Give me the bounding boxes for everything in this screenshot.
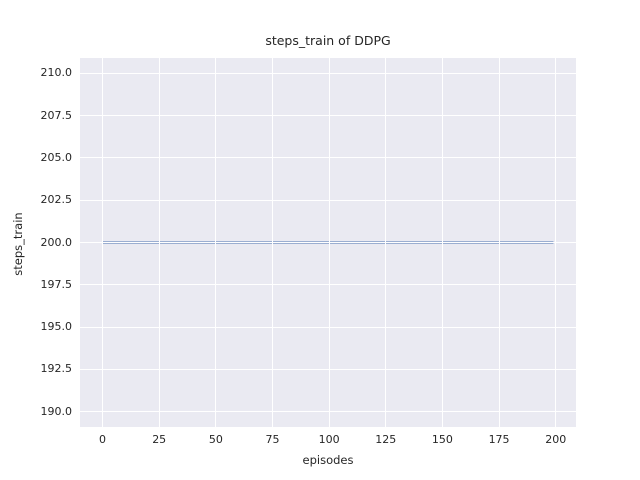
x-gridline xyxy=(385,58,387,427)
y-gridline xyxy=(80,115,576,117)
x-tick-label: 75 xyxy=(265,433,280,446)
x-gridline xyxy=(158,58,160,427)
x-tick-label: 50 xyxy=(208,433,223,446)
x-tick-label: 25 xyxy=(152,433,167,446)
x-tick-label: 0 xyxy=(99,433,107,446)
y-tick-label: 210.0 xyxy=(40,66,73,80)
y-tick-label: 202.5 xyxy=(40,193,73,207)
y-gridline xyxy=(80,326,576,328)
x-tick-label: 200 xyxy=(545,433,567,446)
x-tick-label: 100 xyxy=(318,433,340,446)
y-gridline xyxy=(80,242,576,243)
chart-title: steps_train of DDPG xyxy=(265,33,391,48)
x-gridline xyxy=(215,58,217,427)
y-gridline xyxy=(80,411,576,413)
x-axis-label: episodes xyxy=(302,453,354,467)
x-gridline xyxy=(498,58,500,427)
y-tick-label: 190.0 xyxy=(40,404,73,418)
y-tick-label: 195.0 xyxy=(40,320,73,334)
y-gridline xyxy=(80,368,576,370)
x-gridline xyxy=(271,58,273,427)
x-gridline xyxy=(441,58,443,427)
x-tick-label: 150 xyxy=(431,433,453,446)
y-gridline xyxy=(80,72,576,74)
plot-area xyxy=(80,58,576,427)
y-tick-label: 205.0 xyxy=(40,150,73,164)
x-tick-label: 125 xyxy=(375,433,397,446)
y-gridline xyxy=(80,284,576,286)
y-tick-label: 200.0 xyxy=(40,235,73,249)
x-gridline xyxy=(555,58,557,427)
y-tick-label: 197.5 xyxy=(40,277,73,291)
x-tick-label: 175 xyxy=(488,433,510,446)
y-tick-label: 207.5 xyxy=(40,108,73,122)
y-gridline xyxy=(80,199,576,201)
x-gridline xyxy=(102,58,104,427)
x-gridline xyxy=(328,58,330,427)
y-gridline xyxy=(80,157,576,159)
y-tick-label: 192.5 xyxy=(40,362,73,376)
